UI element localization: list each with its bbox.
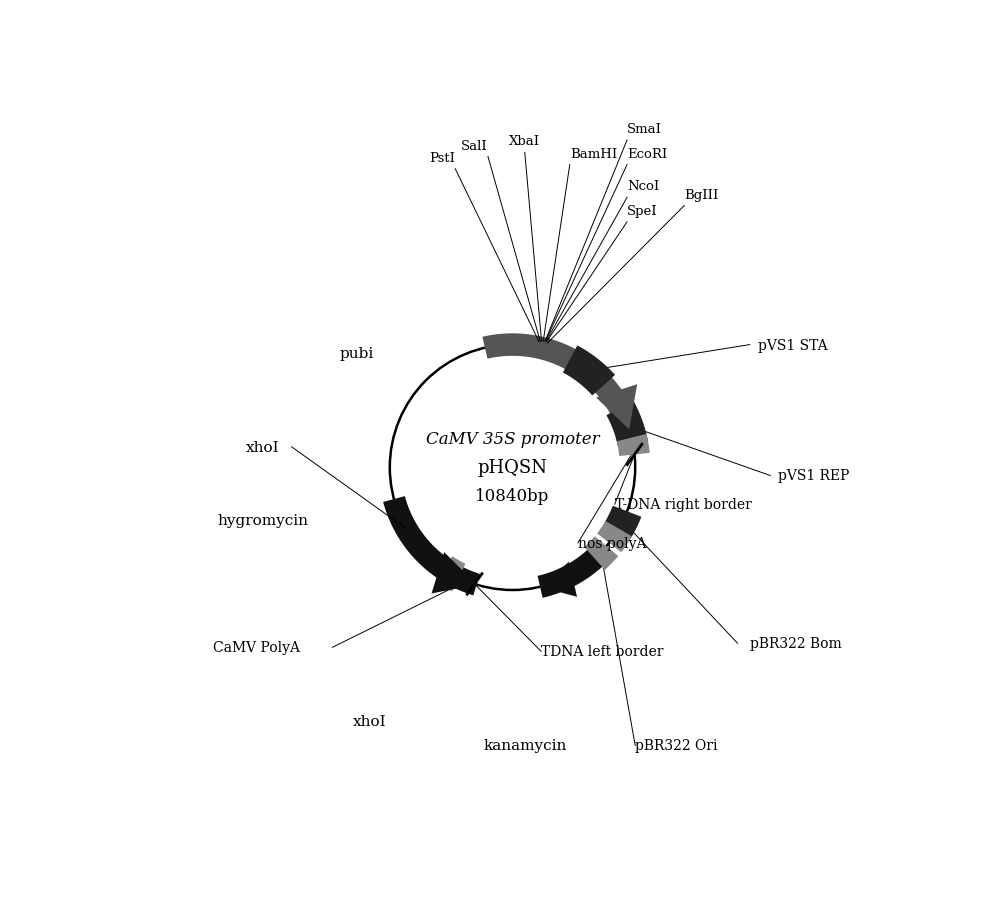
Text: pHQSN: pHQSN	[478, 459, 548, 477]
Text: pBR322 Bom: pBR322 Bom	[750, 637, 841, 650]
Polygon shape	[597, 521, 632, 553]
Text: SalI: SalI	[461, 140, 488, 152]
Text: BamHI: BamHI	[570, 148, 617, 161]
Text: CaMV 35S promoter: CaMV 35S promoter	[426, 430, 599, 447]
Text: kanamycin: kanamycin	[483, 739, 566, 752]
Polygon shape	[383, 497, 480, 595]
Polygon shape	[584, 537, 618, 570]
Polygon shape	[540, 562, 577, 597]
Text: pVS1 REP: pVS1 REP	[778, 469, 850, 483]
Text: BgIII: BgIII	[684, 189, 719, 201]
Bar	[539, 343, 546, 355]
Text: CaMV PolyA: CaMV PolyA	[213, 640, 300, 655]
Text: T-DNA right border: T-DNA right border	[615, 498, 752, 511]
Text: xhoI: xhoI	[246, 440, 279, 455]
Polygon shape	[435, 557, 465, 592]
Text: pBR322 Ori: pBR322 Ori	[635, 739, 718, 752]
Text: PstI: PstI	[429, 152, 455, 165]
Text: 10840bp: 10840bp	[475, 488, 550, 505]
Polygon shape	[538, 542, 612, 598]
Text: EcoRI: EcoRI	[627, 148, 667, 161]
Polygon shape	[596, 385, 637, 430]
Text: XbaI: XbaI	[509, 135, 540, 148]
Text: nos polyA: nos polyA	[578, 537, 646, 550]
Text: hygromycin: hygromycin	[217, 514, 308, 528]
Polygon shape	[482, 334, 640, 433]
Polygon shape	[432, 553, 477, 594]
Polygon shape	[605, 506, 641, 538]
Text: xhoI: xhoI	[353, 714, 386, 728]
Text: SpeI: SpeI	[627, 205, 658, 217]
Text: SmaI: SmaI	[627, 123, 662, 136]
Text: NcoI: NcoI	[627, 180, 659, 193]
Polygon shape	[617, 435, 650, 456]
Text: pubi: pubi	[340, 346, 374, 361]
Polygon shape	[606, 400, 648, 447]
Text: TDNA left border: TDNA left border	[541, 645, 664, 658]
Polygon shape	[563, 346, 615, 396]
Text: pVS1 STA: pVS1 STA	[758, 338, 828, 352]
